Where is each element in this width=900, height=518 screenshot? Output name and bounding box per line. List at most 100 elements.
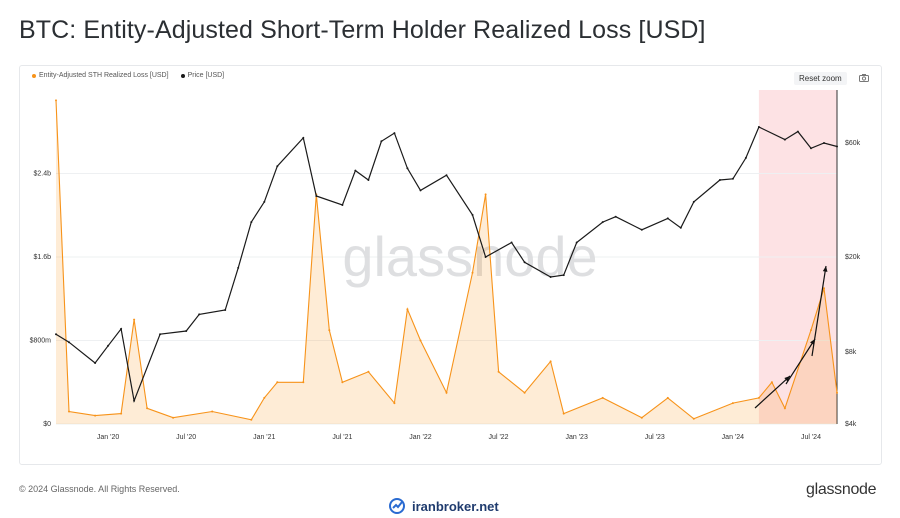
- x-tick-label: Jan '21: [253, 434, 275, 441]
- chart-watermark: glassnode: [342, 225, 597, 288]
- data-point-price: [120, 327, 123, 330]
- data-point-loss: [523, 391, 526, 394]
- data-point-loss: [666, 396, 669, 399]
- annotation-arrowhead: [784, 376, 790, 382]
- data-point-price: [471, 213, 474, 216]
- data-point-price: [367, 179, 370, 181]
- broker-logo-icon: [389, 498, 405, 514]
- annotation-arrow: [785, 338, 816, 385]
- data-point-price: [185, 330, 188, 332]
- data-point-loss: [68, 410, 70, 413]
- data-point-loss: [146, 407, 149, 410]
- chart-card: Entity-Adjusted STH Realized Loss [USD] …: [19, 65, 882, 465]
- series-line-price: [55, 126, 838, 403]
- data-point-price: [523, 261, 526, 264]
- legend-swatch-price: [180, 73, 185, 78]
- reset-zoom-button[interactable]: Reset zoom: [794, 72, 847, 85]
- data-point-loss: [692, 417, 695, 420]
- camera-icon[interactable]: [859, 74, 869, 82]
- data-point-price: [94, 362, 97, 364]
- data-point-price: [107, 344, 110, 347]
- legend-swatch-loss: [32, 73, 36, 78]
- legend-label-loss: Entity-Adjusted STH Realized Loss [USD]: [39, 72, 169, 79]
- data-point-loss: [328, 329, 331, 332]
- data-point-loss: [263, 396, 266, 399]
- data-point-price: [666, 217, 669, 220]
- data-point-price: [55, 333, 57, 336]
- chart-plot: $0 $800m $1.6b $2.4b $4k $8k $20k $60k Jan '20 Ju…: [30, 90, 861, 441]
- data-point-price: [315, 195, 318, 197]
- annotation-arrow: [811, 265, 827, 357]
- y-right-tick-label: $20k: [845, 254, 861, 261]
- x-tick-label: Jul '21: [332, 434, 352, 441]
- x-tick-label: Jul '24: [801, 434, 821, 441]
- data-point-loss: [250, 418, 253, 421]
- data-point-loss: [497, 370, 500, 373]
- data-point-price: [575, 241, 578, 244]
- data-point-price: [354, 169, 357, 172]
- data-point-price: [380, 140, 383, 143]
- site-watermark: iranbroker.net: [388, 497, 499, 515]
- y-left-tick-label: $1.6b: [33, 254, 51, 261]
- legend-item-price[interactable]: Price [USD]: [180, 72, 225, 79]
- data-point-loss: [211, 410, 214, 413]
- data-point-price: [250, 221, 253, 224]
- data-point-loss: [341, 381, 344, 384]
- series-area-loss: [56, 100, 837, 425]
- data-point-price: [263, 200, 266, 203]
- annotation-arrowhead: [822, 266, 828, 272]
- data-point-price: [419, 189, 422, 192]
- data-point-price: [601, 221, 604, 224]
- y-right-tick-label: $8k: [845, 349, 857, 356]
- data-point-loss: [367, 370, 370, 373]
- data-point-price: [302, 136, 305, 139]
- x-tick-label: Jul '22: [489, 434, 509, 441]
- legend-item-loss[interactable]: Entity-Adjusted STH Realized Loss [USD]: [32, 72, 169, 79]
- x-tick-label: Jan '23: [565, 434, 587, 441]
- data-point-loss: [120, 412, 123, 415]
- data-point-loss: [562, 412, 565, 415]
- data-point-price: [783, 138, 786, 141]
- data-point-price: [562, 274, 565, 277]
- data-point-price: [484, 256, 487, 258]
- page-title: BTC: Entity-Adjusted Short-Term Holder R…: [19, 16, 706, 44]
- footer-brand-logo: glassnode: [806, 481, 877, 498]
- data-point-loss: [302, 381, 305, 384]
- data-point-price: [823, 142, 825, 144]
- data-point-loss: [172, 416, 175, 419]
- legend: Entity-Adjusted STH Realized Loss [USD] …: [32, 72, 224, 79]
- data-point-price: [393, 132, 396, 135]
- data-point-price: [810, 147, 812, 150]
- legend-label-price: Price [USD]: [187, 72, 225, 79]
- x-tick-label: Jan '24: [722, 434, 744, 441]
- data-point-loss: [823, 287, 825, 290]
- data-point-loss: [133, 318, 136, 321]
- data-point-loss: [393, 402, 396, 405]
- data-point-price: [159, 333, 162, 336]
- data-point-price: [68, 341, 70, 344]
- y-right-tick-label: $4k: [845, 421, 857, 428]
- data-point-loss: [484, 193, 487, 196]
- data-point-price: [237, 266, 240, 269]
- data-point-price: [341, 204, 344, 206]
- y-left-tick-label: $2.4b: [33, 171, 51, 178]
- x-tick-label: Jan '22: [409, 434, 431, 441]
- data-point-loss: [419, 339, 422, 342]
- annotation-arrow: [754, 375, 791, 409]
- data-point-price: [836, 145, 838, 148]
- data-point-loss: [601, 396, 604, 399]
- data-point-price: [510, 241, 513, 244]
- x-tick-label: Jul '23: [645, 434, 665, 441]
- data-point-loss: [770, 381, 773, 384]
- x-tick-label: Jan '20: [97, 434, 119, 441]
- data-point-price: [796, 130, 799, 133]
- data-point-loss: [810, 329, 812, 332]
- data-point-loss: [783, 407, 786, 410]
- data-point-price: [406, 167, 409, 170]
- data-point-price: [133, 399, 136, 402]
- data-point-loss: [406, 308, 409, 311]
- data-point-loss: [836, 391, 838, 394]
- y-left-tick-label: $800m: [30, 338, 52, 345]
- data-point-loss: [731, 402, 734, 405]
- data-point-loss: [445, 391, 448, 394]
